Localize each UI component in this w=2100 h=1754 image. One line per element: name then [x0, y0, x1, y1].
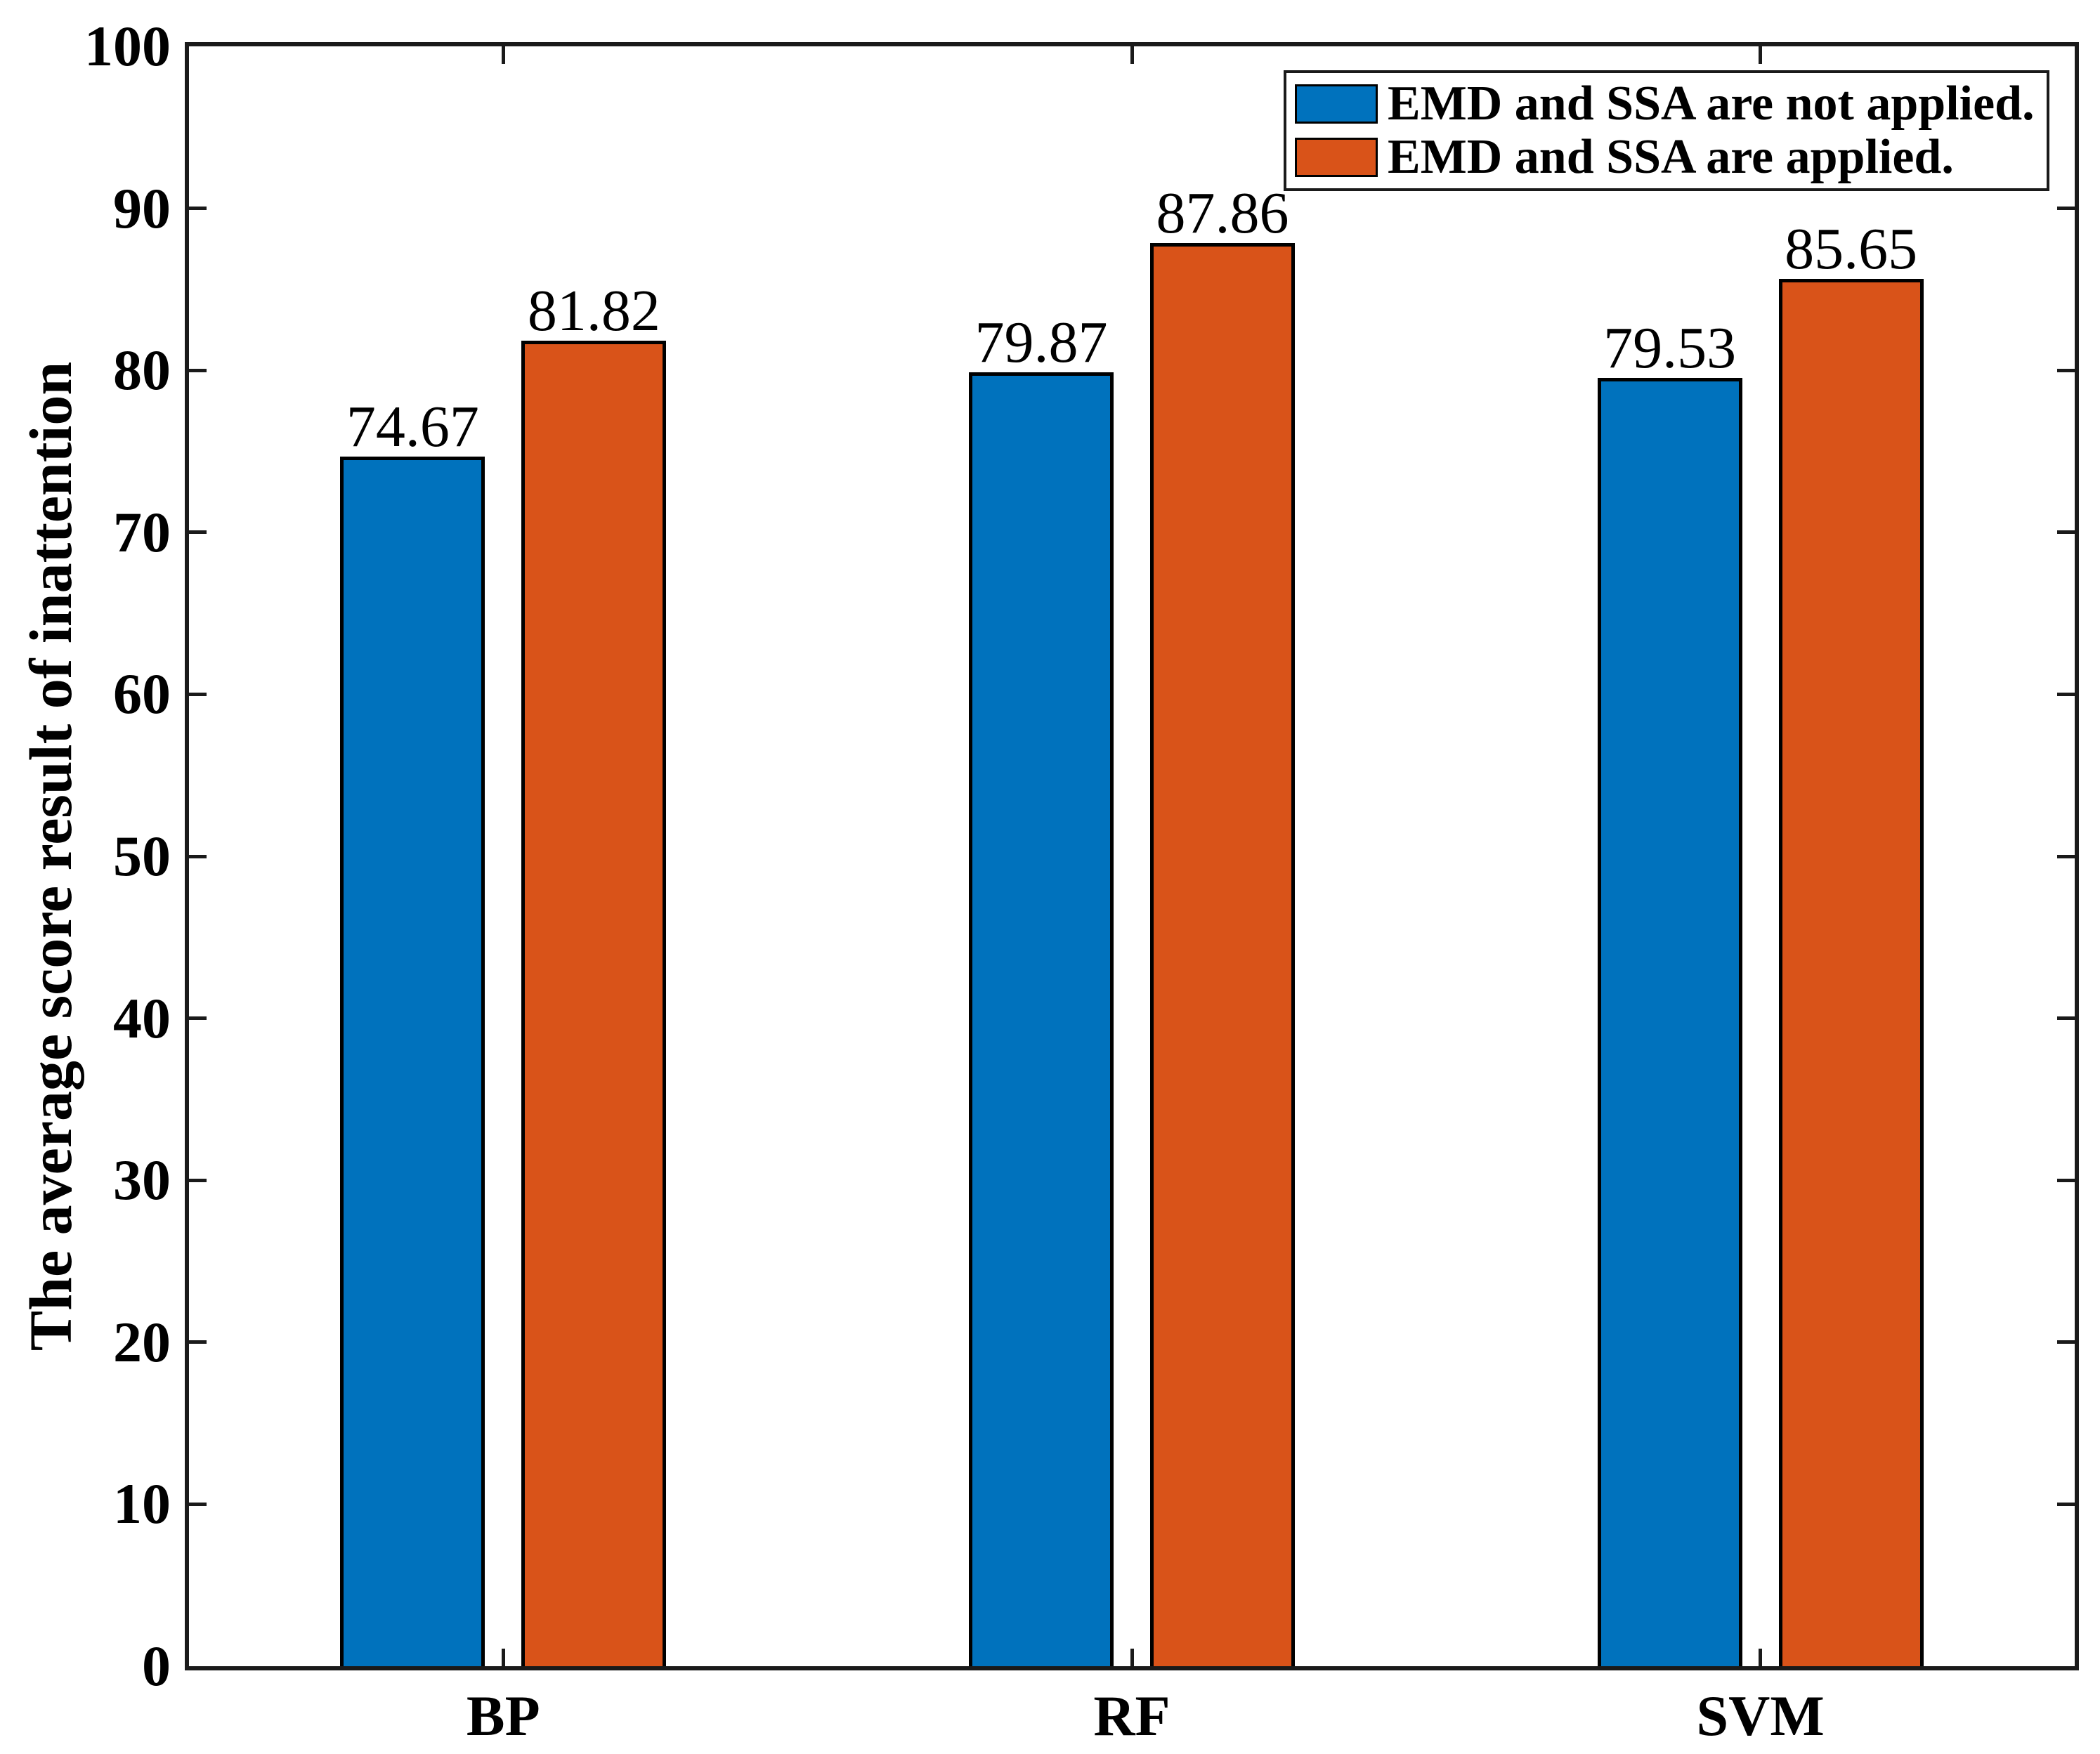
y-axis-tick-right	[2057, 1502, 2075, 1506]
x-axis-tick-top	[501, 46, 505, 64]
y-tick-label: 100	[84, 14, 171, 78]
y-axis-tick	[189, 368, 207, 372]
y-axis-tick	[189, 1502, 207, 1506]
legend-swatch	[1295, 84, 1378, 124]
bar-value-label: 79.53	[1603, 315, 1737, 381]
bar-value-label: 87.86	[1156, 180, 1289, 246]
bar-BP-series1	[340, 457, 485, 1666]
y-tick-label: 50	[113, 824, 171, 888]
x-axis-tick-top	[1759, 46, 1763, 64]
y-tick-label: 40	[113, 986, 171, 1050]
y-axis-tick-right	[2057, 530, 2075, 535]
x-axis-tick	[1130, 1649, 1134, 1666]
bar-RF-series2	[1150, 242, 1295, 1666]
y-tick-label: 30	[113, 1148, 171, 1212]
bar-value-label: 81.82	[527, 278, 660, 344]
y-tick-label: 90	[113, 176, 171, 240]
x-axis-tick-top	[1130, 46, 1134, 64]
bar-SVM-series2	[1778, 278, 1924, 1666]
legend-item-1: EMD and SSA are not applied.	[1286, 79, 2047, 129]
y-axis-tick-right	[2057, 1340, 2075, 1344]
y-tick-label: 10	[113, 1472, 171, 1536]
y-axis-tick-right	[2057, 368, 2075, 372]
y-axis-tick	[189, 207, 207, 211]
y-axis-tick-right	[2057, 207, 2075, 211]
bar-RF-series1	[969, 372, 1114, 1666]
y-axis-tick-right	[2057, 692, 2075, 696]
y-axis-tick	[189, 1016, 207, 1021]
x-tick-label: SVM	[1696, 1684, 1825, 1748]
legend-item-2: EMD and SSA are applied.	[1286, 133, 2047, 182]
bar-BP-series2	[521, 341, 667, 1666]
y-axis-tick	[189, 854, 207, 858]
legend-label: EMD and SSA are not applied.	[1388, 76, 2035, 131]
legend-label: EMD and SSA are applied.	[1388, 130, 1954, 185]
y-axis-tick	[189, 1178, 207, 1182]
bar-value-label: 74.67	[346, 394, 479, 460]
x-tick-label: BP	[466, 1684, 540, 1748]
y-tick-label: 20	[113, 1309, 171, 1374]
plot-area: 74.67 79.87 79.53 81.82 87.86 85.65	[185, 42, 2079, 1670]
y-axis-tick-right	[2057, 854, 2075, 858]
bar-SVM-series1	[1597, 378, 1742, 1666]
y-tick-label: 80	[113, 338, 171, 402]
y-tick-label: 60	[113, 662, 171, 726]
x-tick-label: RF	[1093, 1684, 1170, 1748]
legend-swatch	[1295, 138, 1378, 178]
bar-value-label: 79.87	[974, 310, 1108, 376]
x-axis-tick	[1759, 1649, 1763, 1666]
y-axis-tick	[189, 692, 207, 696]
y-axis-tick-right	[2057, 1016, 2075, 1021]
x-axis-tick	[501, 1649, 505, 1666]
y-axis-tick	[189, 1340, 207, 1344]
y-axis-tick	[189, 530, 207, 535]
bar-value-label: 85.65	[1785, 216, 1918, 282]
y-tick-label: 0	[142, 1634, 171, 1698]
y-tick-label: 70	[113, 499, 171, 564]
y-axis-tick-right	[2057, 1178, 2075, 1182]
legend: EMD and SSA are not applied. EMD and SSA …	[1284, 70, 2049, 191]
